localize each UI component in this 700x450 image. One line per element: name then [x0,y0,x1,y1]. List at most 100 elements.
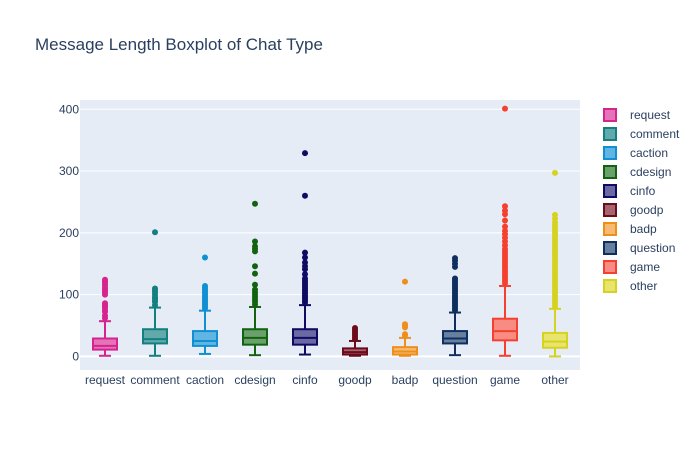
outlier-point [302,254,308,261]
outlier-point [302,271,308,278]
box-question[interactable] [442,255,468,357]
box-body [142,328,168,345]
legend-item-game[interactable]: game [603,260,660,274]
legend-item-caction[interactable]: caction [603,146,668,160]
outlier-point [152,229,158,236]
y-tick-label: 100 [59,288,79,302]
legend-swatch [603,222,617,236]
box-other[interactable] [542,169,568,358]
outlier-point [402,321,408,328]
outlier-point [302,275,308,282]
x-tick-label: other [541,373,568,387]
x-tick-label: goodp [338,373,372,387]
outlier-point [252,243,258,250]
legend-item-goodp[interactable]: goodp [603,203,664,217]
outlier-point [252,200,258,207]
outlier-point [302,249,308,256]
outlier-point [102,276,108,283]
box-caction[interactable] [192,254,218,355]
gridlines [80,108,580,358]
x-tick-label: cinfo [292,373,318,387]
y-axis-ticks: 0 100 200 300 400 [59,102,79,363]
legend-item-other[interactable]: other [603,279,657,293]
legend-label: cdesign [630,165,671,179]
legend-label: badp [630,222,657,236]
y-tick-label: 0 [72,349,79,363]
legend-item-cdesign[interactable]: cdesign [603,165,671,179]
legend-label: cinfo [630,184,656,198]
legend-swatch [603,203,617,217]
box-body [192,330,218,347]
outlier-point [302,150,308,157]
chart-title: Message Length Boxplot of Chat Type [35,35,323,54]
x-tick-label: game [490,373,520,387]
box-body [542,331,568,349]
legend-item-cinfo[interactable]: cinfo [603,184,656,198]
x-tick-label: comment [130,373,180,387]
legend-swatch [603,108,617,122]
outlier-point [402,278,408,285]
legend-item-request[interactable]: request [603,108,671,122]
outlier-point [502,105,508,112]
x-tick-label: cdesign [234,373,275,387]
box-goodp[interactable] [342,324,368,357]
legend-label: caction [630,146,668,160]
x-axis-ticks: request comment caction cdesign cinfo goodp ba… [85,373,569,387]
x-tick-label: question [432,373,477,387]
outlier-point [152,285,158,292]
outlier-point [252,238,258,245]
legend-swatch [603,127,617,141]
x-tick-label: badp [392,373,419,387]
y-tick-label: 300 [59,164,79,178]
legend-label: comment [630,127,680,141]
box-body [492,317,518,342]
outlier-point [452,275,458,282]
outlier-point [452,255,458,262]
x-tick-label: caction [186,373,224,387]
legend-label: question [630,241,675,255]
outlier-point [502,217,508,224]
outlier-point [552,169,558,176]
outlier-point [502,223,508,230]
outlier-point [352,324,358,331]
outlier-point [402,331,408,338]
outlier-point [202,254,208,261]
legend-swatch [603,184,617,198]
outlier-point [252,270,258,277]
outlier-point [552,211,558,218]
outlier-point [302,259,308,266]
outlier-point [252,281,258,288]
outlier-point [502,227,508,234]
legend-swatch [603,279,617,293]
box-cinfo[interactable] [292,150,318,356]
box-badp[interactable] [392,278,418,357]
legend-label: other [630,279,657,293]
box-comment[interactable] [142,229,168,357]
outlier-point [302,192,308,199]
outlier-point [252,286,258,293]
legend-item-badp[interactable]: badp [603,222,657,236]
legend-swatch [603,260,617,274]
x-tick-label: request [85,373,126,387]
outlier-point [102,300,108,307]
legend-swatch [603,146,617,160]
legend-item-question[interactable]: question [603,241,675,255]
boxes [92,105,568,358]
y-tick-label: 200 [59,226,79,240]
legend-swatch [603,241,617,255]
box-request[interactable] [92,276,118,357]
legend[interactable]: request comment caction cdesign cinfo goodp ba… [603,108,680,293]
legend-item-comment[interactable]: comment [603,127,680,141]
outlier-point [502,207,508,214]
outlier-point [202,282,208,289]
y-tick-label: 400 [59,102,79,116]
outlier-point [252,263,258,270]
box-game[interactable] [492,105,518,357]
legend-swatch [603,165,617,179]
legend-label: request [630,108,671,122]
box-body [92,337,118,351]
box-cdesign[interactable] [242,200,268,357]
legend-label: game [630,260,660,274]
box-body [442,330,468,345]
